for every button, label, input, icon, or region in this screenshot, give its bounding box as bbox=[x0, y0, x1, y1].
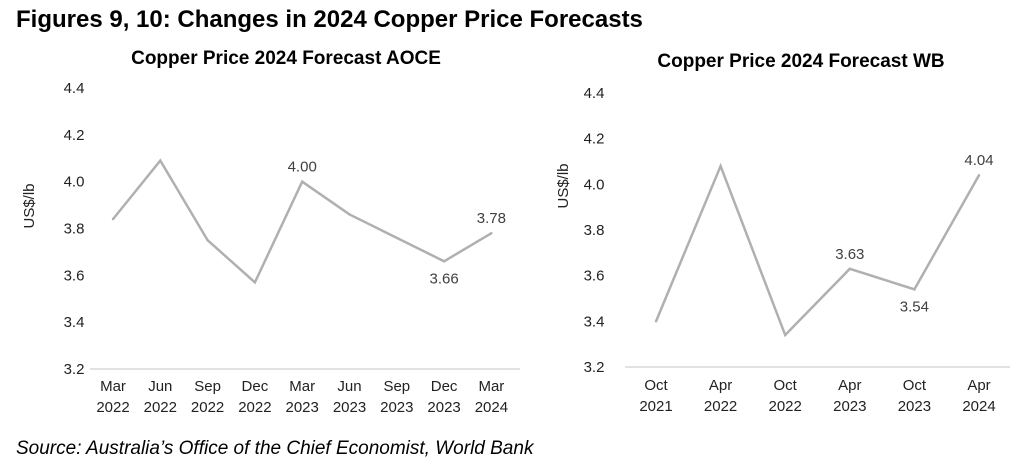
y-tick-label: 4.2 bbox=[584, 131, 605, 148]
x-tick-label: 2023 bbox=[333, 399, 366, 416]
data-point bbox=[206, 239, 209, 242]
x-tick-label: 2023 bbox=[427, 399, 460, 416]
source-note: Source: Australia’s Office of the Chief … bbox=[16, 438, 534, 459]
x-tick-label: Dec bbox=[431, 378, 458, 395]
x-tick-label: 2022 bbox=[191, 399, 224, 416]
data-point bbox=[490, 231, 493, 235]
x-tick-label: Jun bbox=[148, 378, 172, 395]
x-tick-label: 2022 bbox=[704, 398, 737, 415]
data-point bbox=[111, 217, 115, 221]
data-point bbox=[913, 288, 916, 291]
chart-aoce: Copper Price 2024 Forecast AOCE 3.2 3.4 3.6… bbox=[21, 48, 520, 416]
x-tick-label: Mar bbox=[478, 378, 504, 395]
x-tick-label: Sep bbox=[194, 378, 221, 395]
x-tick-label: Mar bbox=[100, 378, 126, 395]
x-tick-label: 2022 bbox=[96, 399, 129, 416]
x-tick-label: 2024 bbox=[962, 398, 995, 415]
data-point bbox=[348, 213, 351, 216]
x-tick-label: Apr bbox=[838, 377, 861, 394]
x-tick-label: Mar bbox=[289, 378, 315, 395]
data-label: 3.54 bbox=[900, 298, 929, 315]
x-tick-label: 2022 bbox=[769, 398, 802, 415]
y-tick-label: 3.6 bbox=[584, 268, 605, 285]
data-point bbox=[784, 333, 787, 337]
x-tick-label: Dec bbox=[242, 378, 269, 395]
data-label: 3.63 bbox=[835, 246, 864, 263]
x-tick-label: 2022 bbox=[144, 399, 177, 416]
y-tick-label: 3.2 bbox=[64, 361, 85, 378]
x-tick-label: Oct bbox=[903, 377, 927, 394]
data-label: 4.00 bbox=[288, 159, 317, 176]
series-line bbox=[654, 162, 981, 338]
x-tick-label: Sep bbox=[383, 378, 410, 395]
y-tick-label: 3.8 bbox=[584, 222, 605, 239]
data-point bbox=[301, 180, 304, 183]
data-point bbox=[977, 174, 981, 177]
data-point bbox=[848, 267, 851, 271]
y-tick-label: 4.0 bbox=[64, 174, 85, 191]
x-tick-label: 2022 bbox=[238, 399, 271, 416]
y-tick-label: 3.4 bbox=[584, 313, 605, 330]
data-label: 3.66 bbox=[429, 270, 458, 287]
data-point bbox=[654, 320, 658, 323]
y-axis-label: US$/lb bbox=[555, 163, 572, 208]
chart-title: Copper Price 2024 Forecast WB bbox=[657, 51, 944, 72]
data-label: 3.78 bbox=[477, 210, 506, 227]
data-point bbox=[159, 159, 162, 162]
x-tick-label: 2023 bbox=[898, 398, 931, 415]
x-tick-label: 2024 bbox=[475, 399, 508, 416]
data-point bbox=[253, 281, 257, 284]
chart-title: Copper Price 2024 Forecast AOCE bbox=[131, 48, 441, 69]
x-tick-label: 2021 bbox=[639, 398, 672, 415]
x-tick-label: Oct bbox=[774, 377, 798, 394]
x-tick-label: Oct bbox=[644, 377, 668, 394]
y-tick-label: 4.2 bbox=[64, 127, 85, 144]
x-tick-label: 2023 bbox=[833, 398, 866, 415]
x-tick-label: Apr bbox=[967, 377, 990, 394]
x-tick-label: Apr bbox=[709, 377, 732, 394]
data-label: 4.04 bbox=[964, 152, 993, 169]
x-tick-label: 2023 bbox=[286, 399, 319, 416]
y-tick-label: 4.0 bbox=[584, 176, 605, 193]
x-tick-label: Jun bbox=[337, 378, 361, 395]
y-axis-label: US$/lb bbox=[21, 183, 38, 228]
series-line bbox=[112, 158, 493, 285]
y-tick-label: 3.2 bbox=[584, 359, 605, 376]
y-tick-label: 4.4 bbox=[584, 85, 605, 102]
chart-wb: Copper Price 2024 Forecast WB 3.2 3.4 3.6 3.… bbox=[555, 51, 1010, 415]
y-tick-label: 4.4 bbox=[64, 80, 85, 97]
y-tick-label: 3.8 bbox=[64, 221, 85, 238]
figure-title: Figures 9, 10: Changes in 2024 Copper Pr… bbox=[16, 6, 643, 33]
data-point bbox=[395, 236, 398, 240]
x-tick-label: 2023 bbox=[380, 399, 413, 416]
data-point bbox=[442, 260, 446, 263]
y-tick-label: 3.6 bbox=[64, 267, 85, 284]
y-tick-label: 3.4 bbox=[64, 314, 85, 331]
data-point bbox=[719, 164, 722, 168]
